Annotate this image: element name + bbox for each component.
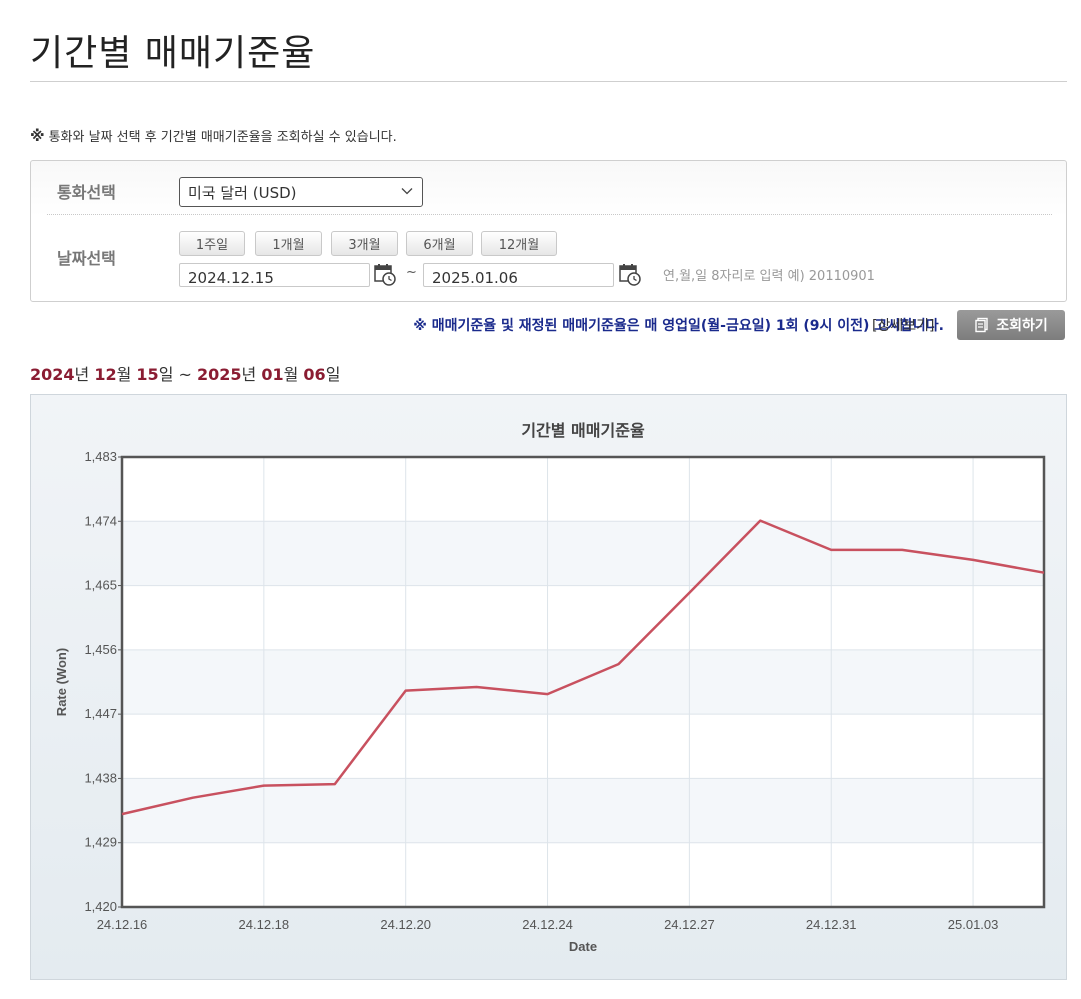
period-button-6month[interactable]: 6개월 bbox=[406, 231, 473, 256]
x-tick-label: 24.12.18 bbox=[239, 917, 290, 932]
date-label: 날짜선택 bbox=[57, 249, 116, 268]
date-format-hint: 연,월,일 8자리로 입력 예) 20110901 bbox=[663, 269, 875, 284]
calendar-icon[interactable] bbox=[373, 262, 397, 286]
y-axis-label: Rate (Won) bbox=[54, 648, 69, 716]
x-axis-label: Date bbox=[569, 939, 597, 954]
y-tick-label: 1,429 bbox=[84, 835, 117, 850]
date-range-display: 2024년 12월 15일 ~ 2025년 01월 06일 bbox=[30, 365, 341, 384]
period-button-12month[interactable]: 12개월 bbox=[481, 231, 557, 256]
y-tick-label: 1,465 bbox=[84, 578, 117, 593]
title-divider bbox=[30, 81, 1067, 82]
document-icon bbox=[975, 317, 988, 333]
query-button[interactable]: 조회하기 bbox=[957, 310, 1065, 340]
x-tick-label: 24.12.20 bbox=[380, 917, 431, 932]
notice: ※ 통화와 날짜 선택 후 기간별 매매기준율을 조회하실 수 있습니다. bbox=[30, 126, 397, 145]
y-tick-label: 1,474 bbox=[84, 513, 117, 528]
calendar-icon[interactable] bbox=[618, 262, 642, 286]
grid-band bbox=[122, 521, 1044, 586]
x-tick-label: 25.01.03 bbox=[948, 917, 999, 932]
x-tick-label: 24.12.24 bbox=[522, 917, 573, 932]
x-tick-label: 24.12.16 bbox=[97, 917, 148, 932]
currency-select-value: 미국 달러 (USD) bbox=[188, 183, 297, 202]
grid-band bbox=[122, 649, 1044, 715]
chart-panel: 1,420 1,429 1,438 1,447 1,456 1,465 1,474 1,483… bbox=[30, 394, 1067, 980]
grid-band bbox=[122, 778, 1044, 843]
plot-border bbox=[120, 455, 1046, 909]
x-tick-label: 24.12.31 bbox=[806, 917, 857, 932]
page-title: 기간별 매매기준율 bbox=[30, 33, 316, 74]
y-tick-label: 1,483 bbox=[84, 449, 117, 464]
y-tick-label: 1,447 bbox=[84, 706, 117, 721]
y-tick-label: 1,456 bbox=[84, 642, 117, 657]
currency-label: 통화선택 bbox=[57, 183, 116, 202]
rate-series-line bbox=[121, 519, 1045, 816]
period-button-3month[interactable]: 3개월 bbox=[331, 231, 398, 256]
chevron-down-icon bbox=[401, 188, 413, 195]
chart-title: 기간별 매매기준율 bbox=[521, 421, 645, 440]
date-range-tilde: ~ bbox=[406, 265, 417, 280]
rate-notice: ※ 매매기준율 및 재정된 매매기준율은 매 영업일(월-금요일) 1회 (9시… bbox=[413, 318, 944, 334]
y-tick-label: 1,438 bbox=[84, 770, 117, 785]
currency-select[interactable]: 미국 달러 (USD) bbox=[179, 177, 423, 207]
search-panel: 통화선택 미국 달러 (USD) 날짜선택 1주일 1개월 3개월 6개월 12… bbox=[30, 160, 1067, 302]
rate-line-chart: 1,420 1,429 1,438 1,447 1,456 1,465 1,474 1,483… bbox=[54, 421, 1046, 954]
notice-text: 통화와 날짜 선택 후 기간별 매매기준율을 조회하실 수 있습니다. bbox=[48, 130, 397, 145]
detail-link[interactable]: [상세보기] bbox=[872, 318, 935, 334]
period-button-1month[interactable]: 1개월 bbox=[255, 231, 322, 256]
period-button-1week[interactable]: 1주일 bbox=[179, 231, 245, 256]
row-divider bbox=[47, 214, 1052, 215]
end-date-input[interactable]: 2025.01.06 bbox=[423, 263, 614, 287]
x-tick-label: 24.12.27 bbox=[664, 917, 715, 932]
notice-mark: ※ bbox=[30, 127, 45, 145]
query-button-label: 조회하기 bbox=[996, 318, 1048, 334]
start-date-input[interactable]: 2024.12.15 bbox=[179, 263, 370, 287]
y-tick-label: 1,420 bbox=[84, 899, 117, 914]
